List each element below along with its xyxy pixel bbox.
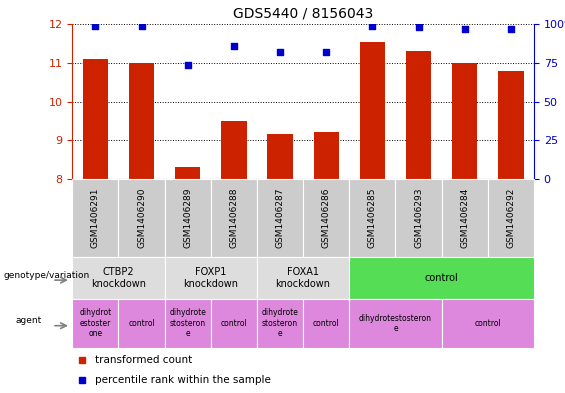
Point	[276, 49, 285, 55]
Bar	[349, 299, 442, 348]
Point	[183, 61, 192, 68]
Text: GSM1406288: GSM1406288	[229, 188, 238, 248]
Text: control: control	[425, 273, 458, 283]
Text: dihydrote
stosteron
e: dihydrote stosteron e	[262, 309, 298, 338]
Text: transformed count: transformed count	[95, 355, 193, 365]
Text: control: control	[475, 319, 501, 328]
Text: dihydrotestosteron
e: dihydrotestosteron e	[359, 314, 432, 333]
Point	[91, 23, 100, 29]
Text: dihydrote
stosteron
e: dihydrote stosteron e	[170, 309, 206, 338]
Bar	[442, 179, 488, 257]
Text: dihydrot
estoster
one: dihydrot estoster one	[79, 309, 111, 338]
Text: agent: agent	[16, 316, 42, 325]
Bar	[164, 257, 257, 299]
Bar	[442, 299, 534, 348]
Bar	[129, 63, 154, 179]
Text: GSM1406285: GSM1406285	[368, 188, 377, 248]
Bar	[119, 299, 164, 348]
Text: GSM1406293: GSM1406293	[414, 188, 423, 248]
Point	[137, 23, 146, 29]
Bar	[119, 179, 164, 257]
Bar	[72, 257, 164, 299]
Text: percentile rank within the sample: percentile rank within the sample	[95, 375, 271, 386]
Point	[368, 23, 377, 29]
Bar	[349, 179, 396, 257]
Text: control: control	[220, 319, 247, 328]
Bar	[211, 179, 257, 257]
Bar	[396, 179, 442, 257]
Point	[229, 43, 238, 49]
Text: GSM1406287: GSM1406287	[276, 188, 285, 248]
Text: CTBP2
knockdown: CTBP2 knockdown	[91, 267, 146, 289]
Bar	[314, 132, 339, 179]
Bar	[221, 121, 246, 179]
Bar	[303, 299, 349, 348]
Text: genotype/variation: genotype/variation	[3, 272, 90, 281]
Text: GSM1406289: GSM1406289	[183, 188, 192, 248]
Bar	[164, 179, 211, 257]
Bar	[488, 179, 534, 257]
Bar	[267, 134, 293, 179]
Text: GSM1406291: GSM1406291	[91, 188, 100, 248]
Bar	[303, 179, 349, 257]
Bar	[164, 299, 211, 348]
Text: GSM1406290: GSM1406290	[137, 188, 146, 248]
Text: control: control	[128, 319, 155, 328]
Bar	[406, 51, 431, 179]
Point	[321, 49, 331, 55]
Text: GSM1406284: GSM1406284	[460, 188, 469, 248]
Text: FOXA1
knockdown: FOXA1 knockdown	[276, 267, 331, 289]
Bar	[211, 299, 257, 348]
Text: FOXP1
knockdown: FOXP1 knockdown	[183, 267, 238, 289]
Text: GSM1406292: GSM1406292	[506, 188, 515, 248]
Bar	[452, 63, 477, 179]
Bar	[82, 59, 108, 179]
Bar	[72, 299, 119, 348]
Point	[414, 24, 423, 31]
Point	[506, 26, 515, 32]
Text: control: control	[313, 319, 340, 328]
Title: GDS5440 / 8156043: GDS5440 / 8156043	[233, 6, 373, 20]
Bar	[360, 42, 385, 179]
Bar	[257, 257, 349, 299]
Bar	[257, 179, 303, 257]
Bar	[175, 167, 201, 179]
Bar	[72, 179, 119, 257]
Text: GSM1406286: GSM1406286	[321, 188, 331, 248]
Point	[460, 26, 469, 32]
Bar	[498, 71, 524, 179]
Bar	[257, 299, 303, 348]
Bar	[349, 257, 534, 299]
